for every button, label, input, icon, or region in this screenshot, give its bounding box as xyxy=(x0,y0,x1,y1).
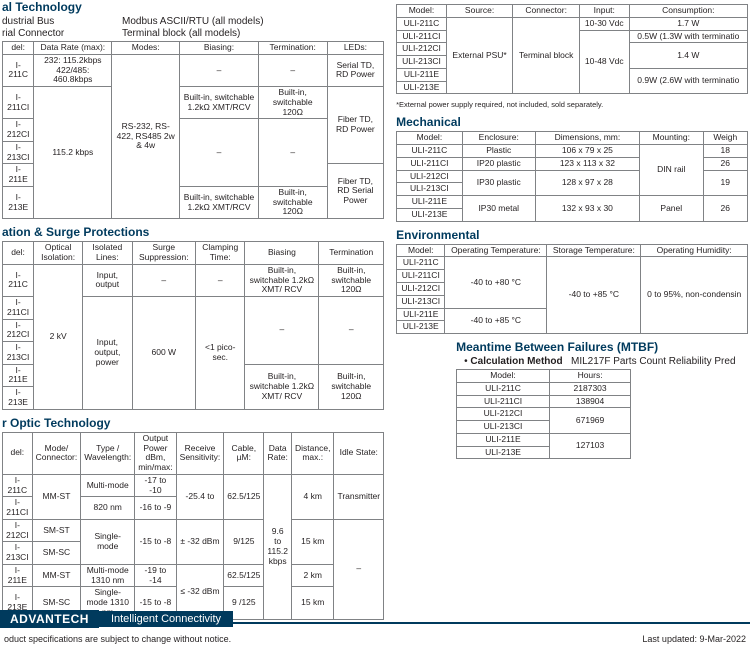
table-header: Model: Enclosure: Dimensions, mm: Mounti… xyxy=(397,132,748,145)
table-header: del: Optical Isolation: Isolated Lines: … xyxy=(3,242,384,265)
brand-tagline: Intelligent Connectivity xyxy=(99,611,233,627)
table-header: del: Mode/ Connector: Type / Wavelength:… xyxy=(3,432,384,474)
mtbf-table: Model: Hours: ULI-211C2187303 ULI-211CI1… xyxy=(456,369,631,459)
iso-table: del: Optical Isolation: Isolated Lines: … xyxy=(2,241,384,409)
mtbf-title: Meantime Between Failures (MTBF) xyxy=(456,340,748,354)
serial-table: del: Data Rate (max): Modes: Biasing: Te… xyxy=(2,41,384,219)
table-row: I-211E MM-ST Multi-mode 1310 nm -19 to -… xyxy=(3,564,384,587)
iso-title: ation & Surge Protections xyxy=(2,225,384,239)
table-row: ULI-211C External PSU* Terminal block 10… xyxy=(397,17,748,30)
footer-bar: ADVANTECH Intelligent Connectivity xyxy=(0,610,750,628)
kv-conn: rial Connector Terminal block (all model… xyxy=(2,28,384,39)
table-row: ULI-211CI138904 xyxy=(457,395,631,408)
env-title: Environmental xyxy=(396,228,748,242)
table-row: ULI-211E127103 xyxy=(457,433,631,446)
table-header: Model: Hours: xyxy=(457,370,631,383)
kv-bus: dustrial Bus Modbus ASCII/RTU (all model… xyxy=(2,16,384,27)
table-header: Model: Source: Connector: Input: Consump… xyxy=(397,5,748,18)
last-updated: Last updated: 9-Mar-2022 xyxy=(642,634,746,644)
subfooter: oduct specifications are subject to chan… xyxy=(4,634,746,644)
power-table: Model: Source: Connector: Input: Consump… xyxy=(396,4,748,94)
disclaimer: oduct specifications are subject to chan… xyxy=(4,634,231,644)
mech-title: Mechanical xyxy=(396,115,748,129)
table-row: ULI-211E IP30 metal 132 x 93 x 30 Panel … xyxy=(397,196,748,209)
power-note: *External power supply required, not inc… xyxy=(396,100,748,109)
table-header: del: Data Rate (max): Modes: Biasing: Te… xyxy=(3,42,384,55)
table-row: I-212CI SM-ST Single-mode -15 to -8 ± -3… xyxy=(3,519,384,542)
fiber-table: del: Mode/ Connector: Type / Wavelength:… xyxy=(2,432,384,620)
serial-title: al Technology xyxy=(2,0,384,14)
table-row: ULI-211C2187303 xyxy=(457,382,631,395)
table-row: I-211C 232: 115.2kbps 422/485: 460.8kbps… xyxy=(3,54,384,86)
table-row: ULI-212CI671969 xyxy=(457,408,631,421)
mtbf-calc: • Calculation Method MIL217F Parts Count… xyxy=(464,356,748,367)
table-header: Model: Operating Temperature: Storage Te… xyxy=(397,244,748,257)
mech-table: Model: Enclosure: Dimensions, mm: Mounti… xyxy=(396,131,748,221)
table-row: I-211C MM-ST Multi-mode -17 to -10 -25.4… xyxy=(3,474,384,497)
footer-rule xyxy=(233,622,750,624)
table-row: I-211C 2 kV Input, output – – Built-in, … xyxy=(3,264,384,296)
table-row: ULI-211C -40 to +80 °C -40 to +85 °C 0 t… xyxy=(397,257,748,270)
brand-logo: ADVANTECH xyxy=(0,610,99,628)
fiber-title: r Optic Technology xyxy=(2,416,384,430)
table-row: I-211CI 115.2 kbps Built-in, switchable … xyxy=(3,87,384,119)
env-table: Model: Operating Temperature: Storage Te… xyxy=(396,244,748,334)
table-row: ULI-211C Plastic 106 x 79 x 25 DIN rail … xyxy=(397,145,748,158)
